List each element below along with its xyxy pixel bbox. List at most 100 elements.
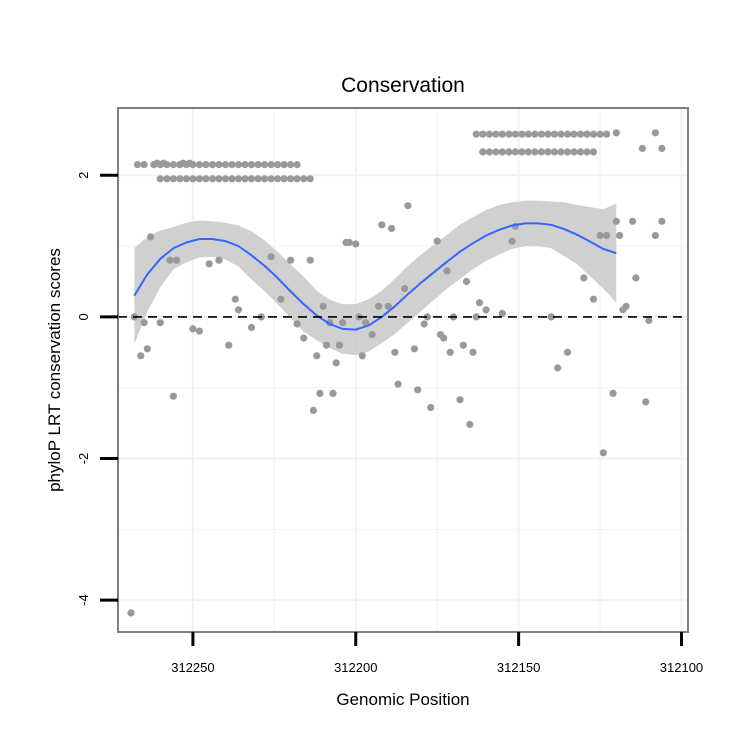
data-point [576, 148, 585, 156]
data-point [156, 161, 164, 169]
data-point [375, 302, 383, 310]
data-point [518, 130, 526, 138]
data-point [163, 175, 171, 183]
data-point [485, 130, 493, 138]
data-point [498, 148, 506, 156]
data-point [221, 175, 230, 183]
data-point [414, 386, 422, 394]
data-point [166, 256, 174, 264]
data-point [482, 306, 490, 314]
data-point [469, 348, 477, 356]
data-point [280, 175, 288, 183]
data-point [267, 175, 275, 183]
data-point [472, 130, 480, 138]
confidence-ribbon [134, 200, 617, 356]
data-point [133, 161, 142, 169]
data-point [557, 148, 565, 156]
data-point [524, 130, 533, 138]
data-point [208, 175, 217, 183]
data-point [287, 175, 295, 183]
data-point [642, 398, 650, 406]
data-point [563, 130, 572, 138]
data-point [580, 274, 588, 282]
data-points [127, 129, 666, 617]
data-point [335, 341, 344, 349]
data-point [306, 256, 314, 264]
data-point [443, 267, 451, 275]
data-point [221, 161, 230, 169]
x-axis-label: Genomic Position [336, 690, 469, 709]
y-tick-label: -2 [76, 453, 91, 465]
data-point [274, 175, 282, 183]
data-point [531, 130, 539, 138]
data-point [423, 313, 431, 321]
data-point [352, 240, 360, 248]
data-point [127, 609, 135, 617]
y-tick-label: 2 [76, 172, 91, 179]
data-point [505, 148, 513, 156]
data-point [404, 202, 412, 210]
data-point [401, 285, 409, 293]
data-point [645, 316, 653, 324]
data-point [433, 237, 441, 245]
data-point [332, 359, 340, 367]
data-point [537, 130, 546, 138]
data-point [247, 161, 256, 169]
data-point [309, 406, 317, 414]
data-point [195, 327, 203, 335]
data-point [137, 352, 145, 360]
data-point [479, 130, 487, 138]
data-point [498, 309, 506, 317]
data-point [247, 175, 256, 183]
data-point [195, 175, 203, 183]
data-point [156, 175, 164, 183]
data-point [388, 224, 396, 232]
data-point [508, 237, 516, 245]
data-point [446, 348, 454, 356]
data-point [658, 217, 666, 225]
data-point [462, 277, 471, 286]
data-point [596, 231, 604, 240]
data-point [518, 148, 526, 156]
data-point [612, 217, 620, 225]
data-point [169, 161, 177, 169]
data-point [550, 130, 559, 138]
data-point [306, 175, 314, 183]
data-point [589, 295, 598, 303]
data-point [234, 175, 243, 183]
data-point [537, 148, 546, 156]
data-point [189, 175, 197, 183]
data-point [228, 175, 236, 183]
data-point [531, 148, 539, 156]
data-point [563, 348, 572, 356]
data-point [140, 161, 148, 169]
data-point [169, 175, 177, 183]
data-point [261, 161, 269, 169]
data-point [140, 319, 148, 327]
data-point [570, 130, 578, 138]
data-point [176, 161, 184, 169]
data-point [583, 148, 591, 156]
data-point [319, 302, 327, 310]
data-point [609, 389, 617, 397]
data-point [368, 331, 376, 339]
data-point [147, 233, 155, 241]
data-point [524, 148, 533, 156]
data-point [261, 175, 269, 183]
x-tick-label: 312100 [660, 660, 703, 675]
data-point [254, 161, 262, 169]
data-point [589, 148, 598, 156]
grid [118, 108, 688, 632]
data-point [234, 161, 243, 169]
data-point [176, 175, 184, 183]
data-point [202, 161, 210, 169]
data-point [557, 130, 565, 138]
data-point [267, 253, 275, 261]
data-point [287, 161, 295, 169]
data-point [339, 319, 347, 327]
data-point [570, 148, 578, 156]
smooth-line-layer [133, 222, 617, 331]
data-point [182, 161, 190, 169]
data-point [215, 175, 223, 183]
